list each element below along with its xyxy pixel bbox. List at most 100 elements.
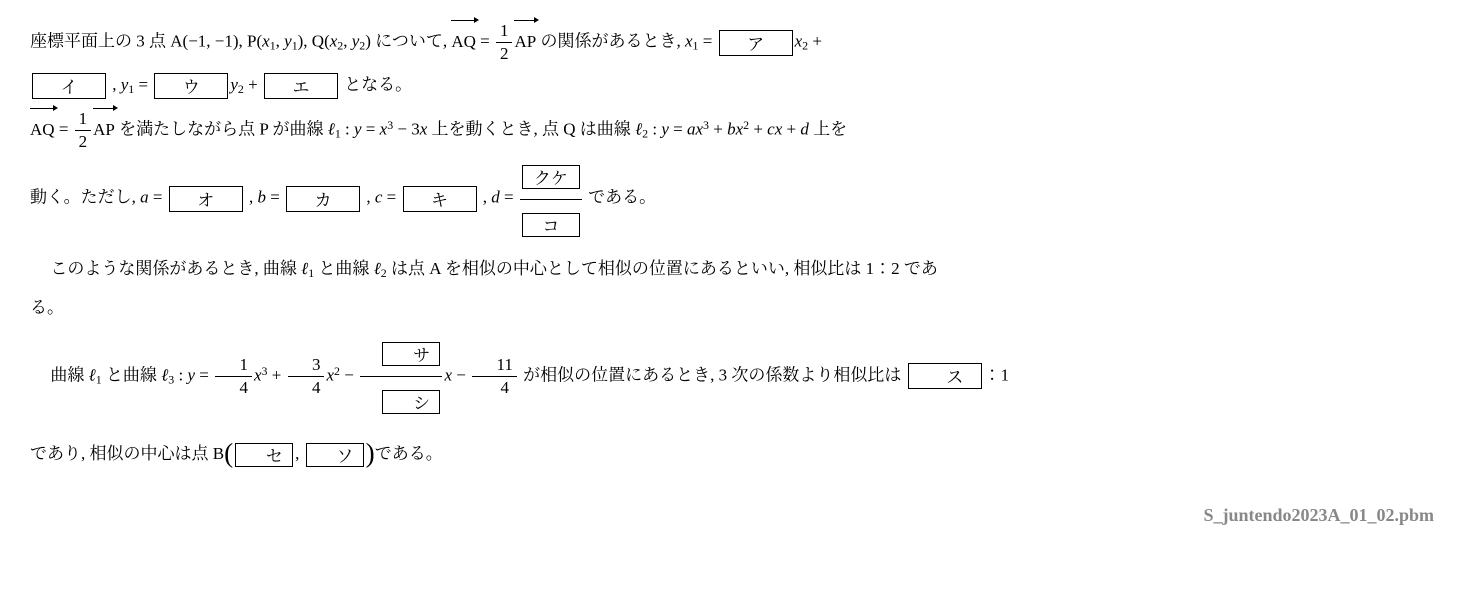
curve-l2: ℓ [374,259,381,278]
var-x1: x [262,32,270,51]
text: 動く。ただし, [30,188,140,207]
text: + [268,365,286,384]
text: である。 [375,444,443,463]
text: , [362,188,375,207]
curve-l1: ℓ [89,365,96,384]
text: , [343,32,352,51]
var: x [695,120,703,139]
answer-box-su: ス [908,363,982,389]
var: b [727,120,736,139]
text: = [669,120,687,139]
answer-box-ko: コ [522,213,580,237]
answer-box-kuke: クケ [522,165,580,189]
text: が相似の位置にあるとき, 3 次の係数より相似比は [519,365,906,384]
text: = [55,120,73,139]
text: である。 [584,188,656,207]
var: x [685,32,693,51]
text: , [108,75,121,94]
paragraph-3: このような関係があるとき, 曲線 ℓ1 と曲線 ℓ2 は点 A を相似の中心とし… [30,249,1434,327]
text: であり, 相似の中心は点 B [30,444,224,463]
text: + [782,120,800,139]
answer-box-i: イ [32,73,106,99]
text: , [245,188,258,207]
text: の関係があるとき, [536,32,685,51]
answer-box-se: セ [235,443,293,467]
text: − [452,365,470,384]
text: ) について, [365,32,451,51]
text: ：1 [984,365,1010,384]
text: − 3 [393,120,420,139]
answer-box-ka: カ [286,186,360,212]
text: + [709,120,727,139]
text: = [382,188,400,207]
answer-box-so: ソ [306,443,364,467]
text: + [808,32,822,51]
curve-l1: ℓ [328,120,335,139]
text: : [648,120,661,139]
var: x [736,120,744,139]
text: , [479,188,492,207]
answer-fraction-sa-shi: サシ [360,331,442,422]
var: b [258,188,267,207]
paren-right: ) [366,438,375,468]
fraction-half: 12 [75,108,92,153]
vector-AP: AP [93,110,115,149]
vector-AQ: AQ [451,22,476,61]
text: ), Q( [298,32,330,51]
answer-box-ki: キ [403,186,477,212]
answer-fraction-kuke-ko: クケコ [520,153,582,244]
text: と曲線 [102,365,162,384]
text: − [340,365,358,384]
vector-AQ: AQ [30,110,55,149]
text: + [749,120,767,139]
var: d [800,120,809,139]
var: c [767,120,775,139]
text: = [149,188,167,207]
text: = [266,188,284,207]
text: と曲線 [314,259,374,278]
answer-box-o: オ [169,186,243,212]
text: = [195,365,213,384]
text: + [244,75,262,94]
answer-box-e: エ [264,73,338,99]
answer-box-shi: シ [382,390,440,414]
answer-box-a: ア [719,30,793,56]
text: は点 A を相似の中心として相似の位置にあるといい, 相似比は 1：2 であ [387,259,938,278]
fraction-11-4: 114 [472,354,517,399]
text: : [174,365,187,384]
vector-AP: AP [514,22,536,61]
var: x [444,365,452,384]
var-y1: y [284,32,292,51]
answer-box-u: ウ [154,73,228,99]
paragraph-2: AQ = 12AP を満たしながら点 P が曲線 ℓ1 : y = x3 − 3… [30,108,1434,244]
var: y [661,120,669,139]
var: y [187,365,195,384]
text: = [362,120,380,139]
fraction-half: 12 [496,20,513,65]
text: = [476,32,494,51]
var: y [354,120,362,139]
paragraph-1: 座標平面上の 3 点 A(−1, −1), P(x1, y1), Q(x2, y… [30,20,1434,104]
text: 上を [809,120,847,139]
text: 上を動くとき, 点 Q は曲線 [427,120,635,139]
text: , [295,444,304,463]
text: となる。 [340,75,412,94]
var: y [230,75,238,94]
text: = [134,75,152,94]
answer-box-sa: サ [382,342,440,366]
fraction-3-4: 34 [288,354,325,399]
text: る。 [30,298,64,317]
var: x [326,365,334,384]
var: x [795,32,803,51]
source-label: S_juntendo2023A_01_02.pbm [30,495,1434,536]
paren-left: ( [224,438,233,468]
var: a [140,188,149,207]
text: このような関係があるとき, 曲線 [50,259,301,278]
text: 座標平面上の 3 点 A(−1, −1), P( [30,32,262,51]
text: : [341,120,354,139]
paragraph-4: 曲線 ℓ1 と曲線 ℓ3 : y = 14x3 + 34x2 − サシx − 1… [30,331,1434,485]
text: 曲線 [50,365,88,384]
var: d [491,188,500,207]
text: , [276,32,285,51]
text: を満たしながら点 P が曲線 [115,120,328,139]
